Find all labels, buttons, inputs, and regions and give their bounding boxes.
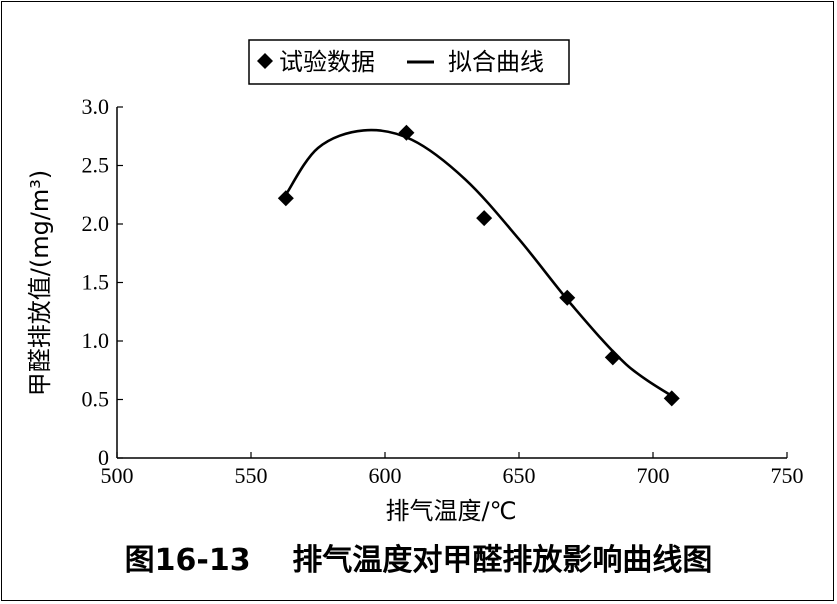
y-tick-label: 1.5 (82, 270, 110, 295)
data-point-diamond (398, 124, 415, 141)
y-tick-label: 2.0 (82, 211, 110, 236)
x-tick-label: 750 (771, 463, 804, 488)
y-tick-label: 0 (98, 445, 109, 470)
y-tick-label: 0.5 (82, 387, 110, 412)
axes (116, 107, 787, 459)
x-axis-label: 排气温度/℃ (385, 497, 516, 525)
y-tick-label: 2.5 (82, 153, 110, 178)
ticks: 500 550 600 650 700 750 0 0.5 1.0 1.5 2.0 2.5 3.0 (82, 94, 804, 488)
fit-curve-layer (284, 128, 673, 398)
x-tick-label: 700 (637, 463, 670, 488)
x-tick-label: 600 (369, 463, 402, 488)
x-tick-label: 650 (503, 463, 536, 488)
data-point-diamond (277, 190, 294, 207)
legend-label-fit: 拟合曲线 (448, 48, 544, 76)
legend-diamond-marker (257, 53, 273, 69)
y-axis-label: 甲醛排放值/(mg/m³) (26, 170, 54, 397)
y-tick-label: 1.0 (82, 328, 110, 353)
data-point-diamond (604, 349, 621, 366)
data-point-diamond (559, 289, 576, 306)
data-points-layer (277, 124, 680, 407)
x-tick-label: 550 (235, 463, 268, 488)
legend-label-data: 试验数据 (279, 48, 375, 76)
y-tick-label: 3.0 (82, 94, 110, 119)
data-point-diamond (476, 210, 493, 227)
x-tick-label: 500 (101, 463, 134, 488)
fit-curve-line (284, 128, 673, 398)
figure-caption: 图16-13 排气温度对甲醛排放影响曲线图 (124, 543, 713, 578)
data-point-diamond (663, 390, 680, 407)
legend: 试验数据 拟合曲线 (248, 39, 570, 85)
